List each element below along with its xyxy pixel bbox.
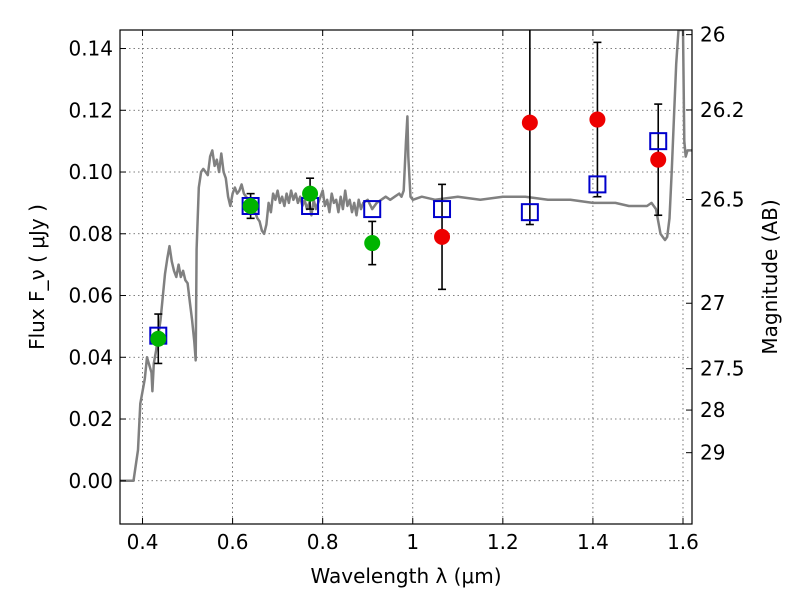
axis-ticks: 0.4 0.6 0.8 1 1.2 1.4 1.6 0.00 0.02 0.04 0.06 0.08 0… <box>68 23 744 554</box>
x-tick-label: 0.8 <box>307 530 339 554</box>
observed-flux-point <box>364 235 381 252</box>
synthetic-flux-square <box>588 175 607 194</box>
x-tick-label: 1.6 <box>667 530 699 554</box>
observed-flux-point <box>650 151 667 168</box>
y-tick-label: 0.04 <box>68 345 113 369</box>
observed-flux-point <box>150 330 167 347</box>
observed-flux-point <box>242 197 259 214</box>
y-tick-label: 0.12 <box>68 98 113 122</box>
y2-tick-label: 27 <box>700 291 725 315</box>
synthetic-flux-square <box>649 132 668 151</box>
observed-flux-point <box>589 111 606 128</box>
y2-axis-label: Magnitude (AB) <box>758 199 782 354</box>
synthetic-flux-square <box>520 203 539 222</box>
plot-data <box>120 30 692 483</box>
y-axis-label: Flux F_ν ( μJy ) <box>25 204 49 350</box>
synthetic-flux-square <box>363 200 382 219</box>
x-tick-label: 1 <box>406 530 419 554</box>
observed-flux-point <box>302 185 319 202</box>
y-tick-label: 0.10 <box>68 160 113 184</box>
x-tick-label: 0.6 <box>217 530 249 554</box>
observed-flux-point <box>521 114 538 131</box>
x-tick-label: 0.4 <box>127 530 159 554</box>
y-tick-label: 0.14 <box>68 37 113 61</box>
y-tick-label: 0.06 <box>68 284 113 308</box>
model-spectrum-line <box>120 30 692 483</box>
x-tick-label: 1.4 <box>577 530 609 554</box>
synthetic-flux-square <box>433 200 452 219</box>
y2-tick-label: 29 <box>700 441 725 465</box>
y2-tick-label: 28 <box>700 398 725 422</box>
y2-tick-label: 27.5 <box>700 357 745 381</box>
x-axis-label: Wavelength λ (μm) <box>310 564 501 588</box>
y2-tick-label: 26 <box>700 23 725 47</box>
y-tick-label: 0.00 <box>68 469 113 493</box>
observed-flux-point <box>434 228 451 245</box>
plot-frame <box>119 29 693 525</box>
y2-tick-label: 26.2 <box>700 98 745 122</box>
y2-tick-label: 26.5 <box>700 188 745 212</box>
y-tick-label: 0.02 <box>68 407 113 431</box>
y-tick-label: 0.08 <box>68 222 113 246</box>
x-tick-label: 1.2 <box>487 530 519 554</box>
